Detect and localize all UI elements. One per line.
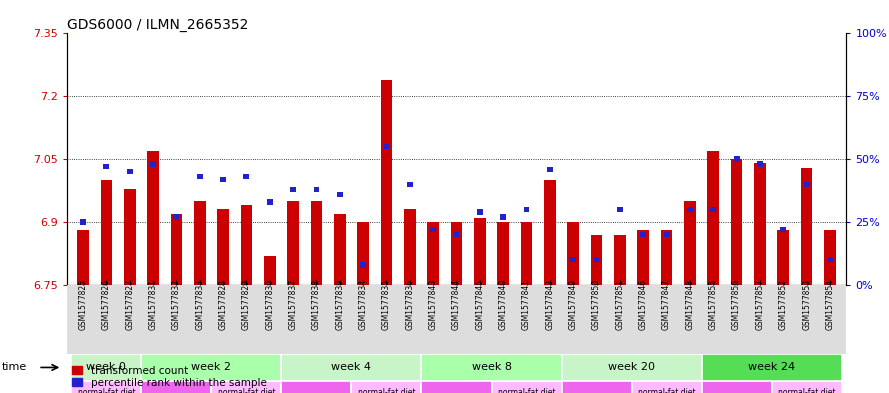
- Bar: [804, 182, 810, 187]
- Bar: [547, 167, 553, 172]
- Bar: [687, 207, 693, 212]
- Bar: [100, 180, 112, 285]
- Bar: [567, 222, 579, 285]
- Bar: [173, 214, 180, 220]
- Bar: [801, 167, 813, 285]
- Text: week 24: week 24: [748, 362, 795, 373]
- Bar: [617, 207, 623, 212]
- Bar: [571, 257, 576, 263]
- Bar: [314, 187, 319, 192]
- Bar: [141, 354, 282, 381]
- Bar: [194, 201, 205, 285]
- Bar: [244, 174, 249, 180]
- Bar: [71, 354, 141, 381]
- Bar: [407, 182, 412, 187]
- Bar: [754, 163, 765, 285]
- Text: normal-fat diet
fed: normal-fat diet fed: [498, 388, 556, 393]
- Text: week 0: week 0: [86, 362, 126, 373]
- Bar: [287, 201, 299, 285]
- Bar: [492, 381, 562, 393]
- Bar: [544, 180, 556, 285]
- Bar: [141, 381, 212, 393]
- Bar: [772, 381, 842, 393]
- Text: week 20: week 20: [608, 362, 655, 373]
- Text: week 8: week 8: [471, 362, 511, 373]
- Bar: [474, 218, 485, 285]
- Text: normal-fat diet
fed: normal-fat diet fed: [218, 388, 276, 393]
- Legend: transformed count, percentile rank within the sample: transformed count, percentile rank withi…: [72, 366, 267, 388]
- Text: week 4: week 4: [332, 362, 372, 373]
- Bar: [360, 262, 366, 268]
- Bar: [150, 162, 156, 167]
- Bar: [357, 222, 369, 285]
- Bar: [477, 209, 483, 215]
- Bar: [664, 232, 669, 237]
- Bar: [562, 381, 631, 393]
- Bar: [264, 255, 276, 285]
- Bar: [781, 227, 786, 232]
- Bar: [661, 230, 672, 285]
- Bar: [594, 257, 599, 263]
- Text: time: time: [2, 362, 27, 373]
- Bar: [497, 222, 509, 285]
- Bar: [212, 381, 282, 393]
- Bar: [103, 164, 109, 169]
- Bar: [778, 230, 789, 285]
- Text: normal-fat diet
fed: normal-fat diet fed: [637, 388, 695, 393]
- Bar: [148, 151, 159, 285]
- Bar: [196, 174, 203, 180]
- Bar: [637, 230, 649, 285]
- Bar: [267, 199, 273, 205]
- Bar: [290, 187, 296, 192]
- Bar: [453, 232, 460, 237]
- Bar: [282, 381, 351, 393]
- Bar: [562, 354, 701, 381]
- Bar: [731, 159, 742, 285]
- Text: normal-fat diet
fed: normal-fat diet fed: [77, 388, 135, 393]
- Bar: [631, 381, 701, 393]
- Bar: [701, 381, 772, 393]
- Bar: [451, 222, 462, 285]
- Bar: [80, 219, 86, 225]
- Bar: [77, 230, 89, 285]
- Bar: [428, 222, 439, 285]
- Bar: [710, 207, 717, 212]
- Bar: [383, 144, 389, 149]
- Bar: [220, 176, 226, 182]
- Bar: [337, 192, 342, 197]
- Bar: [757, 162, 763, 167]
- Bar: [124, 189, 135, 285]
- Bar: [701, 354, 842, 381]
- Bar: [685, 201, 696, 285]
- Bar: [217, 209, 228, 285]
- Bar: [733, 156, 740, 162]
- Text: GDS6000 / ILMN_2665352: GDS6000 / ILMN_2665352: [67, 18, 248, 32]
- Bar: [282, 354, 421, 381]
- Bar: [640, 232, 646, 237]
- Bar: [827, 257, 833, 263]
- Bar: [421, 354, 562, 381]
- Text: normal-fat diet
fed: normal-fat diet fed: [357, 388, 415, 393]
- Bar: [351, 381, 421, 393]
- Bar: [708, 151, 719, 285]
- Bar: [521, 222, 533, 285]
- Bar: [614, 235, 626, 285]
- Bar: [71, 381, 141, 393]
- Bar: [590, 235, 603, 285]
- Bar: [524, 207, 530, 212]
- Bar: [501, 214, 506, 220]
- Bar: [241, 205, 252, 285]
- Bar: [127, 169, 132, 174]
- Bar: [421, 381, 492, 393]
- Bar: [334, 214, 346, 285]
- Bar: [171, 214, 182, 285]
- Bar: [380, 79, 392, 285]
- Bar: [404, 209, 416, 285]
- Bar: [824, 230, 836, 285]
- Bar: [310, 201, 323, 285]
- Bar: [430, 227, 436, 232]
- Text: week 2: week 2: [191, 362, 231, 373]
- Text: normal-fat diet
fed: normal-fat diet fed: [778, 388, 836, 393]
